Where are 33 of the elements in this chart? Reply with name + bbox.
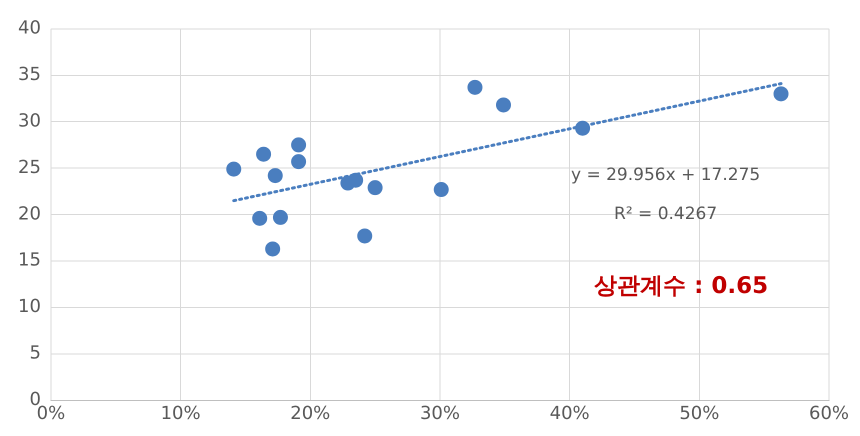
x-tick-label: 50% xyxy=(679,402,720,424)
point xyxy=(252,210,268,226)
point xyxy=(348,172,364,188)
point xyxy=(256,146,272,162)
point xyxy=(434,182,449,198)
point xyxy=(291,154,306,170)
point xyxy=(467,80,482,95)
point xyxy=(291,137,306,152)
x-tick-label: 40% xyxy=(550,402,590,424)
x-tick-label: 60% xyxy=(808,402,850,424)
annotation: y = 29.956x + 17.275 xyxy=(570,165,760,186)
y-tick-label: 40 xyxy=(18,17,41,38)
y-tick-label: 35 xyxy=(18,64,41,85)
annotation: 상관계수 : 0.65 xyxy=(594,273,768,300)
x-tick-label: 20% xyxy=(290,402,330,424)
point xyxy=(272,210,288,225)
y-tick-label: 25 xyxy=(18,156,41,178)
point xyxy=(575,120,590,136)
point xyxy=(265,241,280,256)
y-tick-label: 30 xyxy=(18,110,41,132)
y-tick-label: 5 xyxy=(29,342,41,364)
x-tick-label: 10% xyxy=(160,402,201,424)
point xyxy=(226,162,242,177)
annotation: R² = 0.4267 xyxy=(614,204,718,224)
point xyxy=(357,228,372,244)
y-tick-label: 20 xyxy=(18,203,41,224)
y-tick-label: 10 xyxy=(18,296,41,318)
x-tick-label: 30% xyxy=(420,402,460,424)
point xyxy=(496,97,511,112)
point xyxy=(268,168,283,184)
point xyxy=(774,86,789,102)
point xyxy=(368,180,383,196)
y-tick-label: 15 xyxy=(18,250,41,271)
